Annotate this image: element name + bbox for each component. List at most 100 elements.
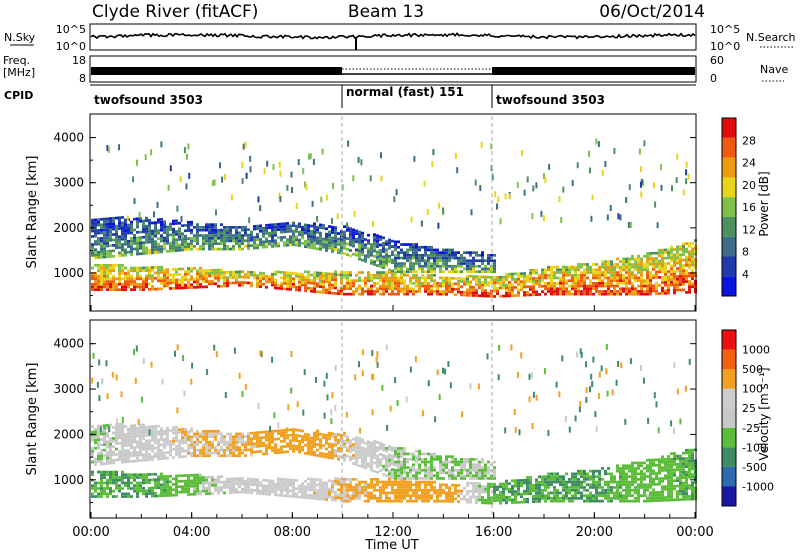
range-cell xyxy=(535,483,538,487)
range-cell xyxy=(109,423,112,427)
range-cell xyxy=(487,254,490,257)
range-cell xyxy=(247,281,250,285)
range-cell xyxy=(373,236,376,239)
range-cell xyxy=(241,239,244,243)
range-cell xyxy=(673,256,676,260)
range-cell xyxy=(415,488,418,492)
range-cell xyxy=(412,499,415,503)
range-cell xyxy=(577,287,580,291)
range-cell xyxy=(667,498,670,502)
range-cell xyxy=(238,477,241,480)
range-cell xyxy=(562,494,565,497)
range-cell xyxy=(562,475,565,478)
range-cell xyxy=(253,235,256,239)
range-cell xyxy=(106,453,109,457)
range-cell xyxy=(568,480,571,484)
range-cell xyxy=(163,223,166,226)
range-cell xyxy=(655,273,658,277)
range-cell xyxy=(148,219,151,222)
range-cell xyxy=(640,469,643,473)
range-cell xyxy=(151,251,154,255)
range-cell xyxy=(97,487,100,490)
range-cell xyxy=(175,431,178,435)
range-cell xyxy=(163,477,166,481)
range-cell xyxy=(223,491,226,495)
range-cell xyxy=(631,282,634,285)
range-cell xyxy=(151,287,154,291)
range-cell xyxy=(421,497,424,500)
range-cell xyxy=(493,485,496,489)
range-cell xyxy=(487,482,490,486)
range-cell xyxy=(91,425,94,429)
range-cell xyxy=(691,473,694,476)
range-cell xyxy=(382,290,385,293)
range-cell xyxy=(376,488,379,492)
range-cell xyxy=(493,286,496,290)
range-cell xyxy=(631,478,634,481)
range-cell xyxy=(382,276,385,280)
range-cell xyxy=(619,475,622,478)
range-cell xyxy=(124,457,127,461)
range-cell xyxy=(607,292,610,296)
range-cell xyxy=(586,499,589,503)
range-cell xyxy=(475,495,478,499)
range-cell xyxy=(370,259,373,262)
range-cell xyxy=(454,267,457,271)
range-cell xyxy=(94,253,97,257)
range-cell xyxy=(115,484,118,487)
colorbar-frame xyxy=(721,117,737,297)
range-cell xyxy=(634,290,637,293)
range-cell xyxy=(328,288,331,292)
range-cell xyxy=(610,475,613,478)
range-cell xyxy=(442,251,445,254)
range-cell xyxy=(202,247,205,251)
range-cell xyxy=(430,284,433,288)
range-cell xyxy=(187,435,190,439)
range-cell xyxy=(592,478,595,481)
range-cell xyxy=(553,488,556,492)
range-cell xyxy=(196,283,199,286)
range-cell xyxy=(124,444,127,447)
range-cell xyxy=(112,426,115,429)
range-cell xyxy=(187,278,190,281)
range-cell xyxy=(229,454,232,458)
range-cell xyxy=(94,229,97,233)
range-cell xyxy=(382,260,385,264)
y-tick-label: 3000 xyxy=(53,176,84,190)
range-cell xyxy=(484,292,487,295)
range-cell xyxy=(619,497,622,500)
range-cell xyxy=(670,256,673,260)
range-cell xyxy=(262,478,265,482)
range-cell xyxy=(400,243,403,246)
range-cell xyxy=(475,288,478,292)
range-cell xyxy=(571,475,574,478)
range-cell xyxy=(616,279,619,282)
range-cell xyxy=(556,497,559,500)
range-cell xyxy=(412,256,415,260)
range-cell xyxy=(154,438,157,442)
range-cell xyxy=(394,276,397,280)
range-cell xyxy=(412,273,415,277)
range-cell xyxy=(397,499,400,503)
range-cell xyxy=(202,277,205,281)
range-cell xyxy=(430,254,433,257)
range-cell xyxy=(403,254,406,257)
range-cell xyxy=(112,222,115,226)
range-cell xyxy=(424,264,427,268)
range-cell xyxy=(391,245,394,248)
range-cell xyxy=(118,487,121,490)
range-cell xyxy=(163,247,166,251)
range-cell xyxy=(466,280,469,283)
range-cell xyxy=(271,435,274,439)
range-cell xyxy=(427,262,430,265)
range-cell xyxy=(118,235,121,239)
range-cell xyxy=(610,284,613,288)
range-cell xyxy=(109,448,112,451)
range-cell xyxy=(652,480,655,484)
range-cell xyxy=(529,492,532,495)
range-cell xyxy=(670,493,673,496)
range-cell xyxy=(115,425,118,429)
range-cell xyxy=(640,263,643,266)
range-cell xyxy=(418,256,421,260)
range-cell xyxy=(193,245,196,248)
